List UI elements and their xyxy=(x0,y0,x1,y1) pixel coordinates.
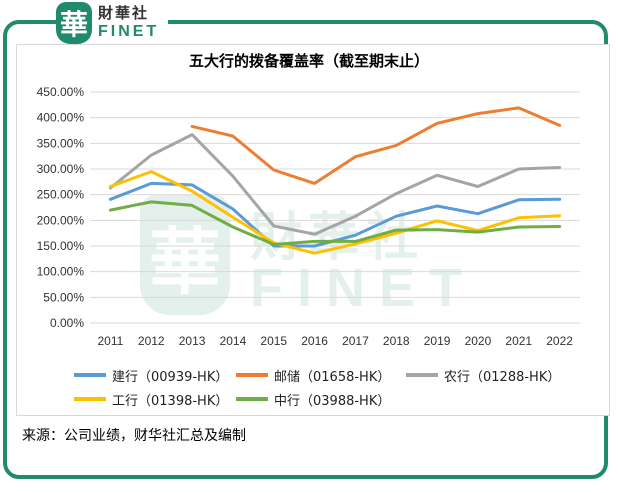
series-line xyxy=(108,181,562,248)
y-tick-label: 250.00% xyxy=(37,188,85,202)
y-tick-label: 200.00% xyxy=(37,213,85,227)
source-note: 来源：公司业绩，财华社汇总及编制 xyxy=(22,428,246,444)
x-tick-label: 2021 xyxy=(505,334,532,348)
y-tick-label: 150.00% xyxy=(37,239,85,253)
x-tick-label: 2013 xyxy=(179,334,206,348)
legend-swatch xyxy=(74,397,106,401)
legend-swatch xyxy=(406,373,438,377)
y-tick-label: 0.00% xyxy=(50,316,84,330)
legend-label: 农行（01288-HK） xyxy=(444,369,561,385)
finet-logo: 華 財華社 FINET xyxy=(56,0,168,46)
logo-cn: 財華社 xyxy=(98,4,150,22)
legend-swatch xyxy=(236,373,268,377)
series-line xyxy=(108,170,562,255)
logo-text: 財華社 FINET xyxy=(98,6,159,40)
x-tick-label: 2017 xyxy=(342,334,369,348)
legend-item: 中行（03988-HK） xyxy=(236,390,391,409)
x-tick-label: 2018 xyxy=(383,334,410,348)
x-tick-label: 2012 xyxy=(138,334,165,348)
legend-item: 建行（00939-HK） xyxy=(74,366,229,385)
logo-en: FINET xyxy=(98,23,160,40)
series-line xyxy=(108,200,562,246)
x-tick-label: 2014 xyxy=(220,334,247,348)
x-tick-label: 2015 xyxy=(260,334,287,348)
y-tick-label: 350.00% xyxy=(37,136,85,150)
legend-label: 邮储（01658-HK） xyxy=(274,369,391,385)
x-tick-label: 2016 xyxy=(301,334,328,348)
y-tick-label: 100.00% xyxy=(37,265,85,279)
legend-swatch xyxy=(74,373,106,377)
legend-swatch xyxy=(236,397,268,401)
chart-title: 五大行的拨备覆盖率（截至期末止） xyxy=(188,52,429,70)
legend-item: 农行（01288-HK） xyxy=(406,366,561,385)
x-tick-label: 2022 xyxy=(546,334,573,348)
legend-item: 邮储（01658-HK） xyxy=(236,366,391,385)
legend-item: 工行（01398-HK） xyxy=(74,390,229,409)
y-tick-label: 450.00% xyxy=(37,85,85,99)
series-line xyxy=(190,106,562,185)
logo-mark-icon: 華 xyxy=(56,2,92,44)
y-tick-label: 400.00% xyxy=(37,111,85,125)
x-tick-label: 2020 xyxy=(465,334,492,348)
x-tick-label: 2011 xyxy=(98,334,124,348)
series-line xyxy=(108,133,562,236)
legend-label: 建行（00939-HK） xyxy=(112,369,229,385)
y-tick-label: 300.00% xyxy=(37,162,85,176)
x-tick-label: 2019 xyxy=(424,334,451,348)
legend-label: 工行（01398-HK） xyxy=(112,393,229,409)
y-tick-label: 50.00% xyxy=(43,290,84,304)
chart-area xyxy=(16,44,610,416)
legend-label: 中行（03988-HK） xyxy=(274,393,391,409)
